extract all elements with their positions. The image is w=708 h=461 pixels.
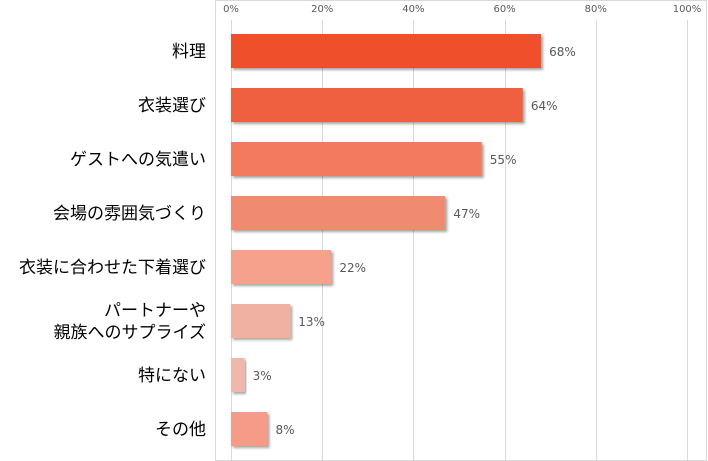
category-labels: 料理衣装選びゲストへの気遣い会場の雰囲気づくり衣装に合わせた下着選びパートナーや… [19, 42, 206, 440]
category-label-4: 衣装に合わせた下着選び [19, 258, 206, 278]
bar-6 [231, 358, 245, 392]
data-label-5: 13% [298, 315, 325, 329]
bar-0 [231, 34, 542, 68]
category-label-2: ゲストへの気遣い [70, 150, 206, 170]
x-axis-ticks: 0% 20% 40% 60% 80% 100% [223, 4, 701, 15]
bar-2 [231, 142, 482, 176]
x-tick-label-0: 0% [223, 4, 239, 15]
category-label-3: 会場の雰囲気づくり [53, 204, 206, 224]
bar-4 [231, 250, 332, 284]
bar-1 [231, 88, 523, 122]
data-label-4: 22% [339, 261, 366, 275]
data-label-6: 3% [253, 369, 272, 383]
category-label-0: 料理 [172, 42, 206, 62]
data-label-3: 47% [453, 207, 480, 221]
bar-3 [231, 196, 446, 230]
x-tick-label-20: 20% [311, 4, 333, 15]
x-tick-label-100: 100% [673, 4, 702, 15]
data-label-2: 55% [490, 153, 517, 167]
category-label-1: 衣装選び [138, 96, 206, 116]
category-label-5: パートナーや親族へのサプライズ [54, 301, 207, 343]
data-label-7: 8% [275, 423, 294, 437]
gridlines [231, 20, 688, 461]
bar-5 [231, 304, 291, 338]
bars [231, 34, 542, 446]
x-tick-label-40: 40% [402, 4, 424, 15]
data-label-1: 64% [531, 99, 558, 113]
x-tick-label-60: 60% [493, 4, 515, 15]
data-label-0: 68% [549, 45, 576, 59]
category-label-6: 特にない [138, 366, 206, 386]
plot-area-frame [215, 0, 707, 461]
bar-7 [231, 412, 268, 446]
data-labels: 68% 64% 55% 47% 22% 13% 3% 8% [253, 45, 576, 437]
category-label-7: その他 [155, 420, 206, 440]
x-tick-label-80: 80% [585, 4, 607, 15]
